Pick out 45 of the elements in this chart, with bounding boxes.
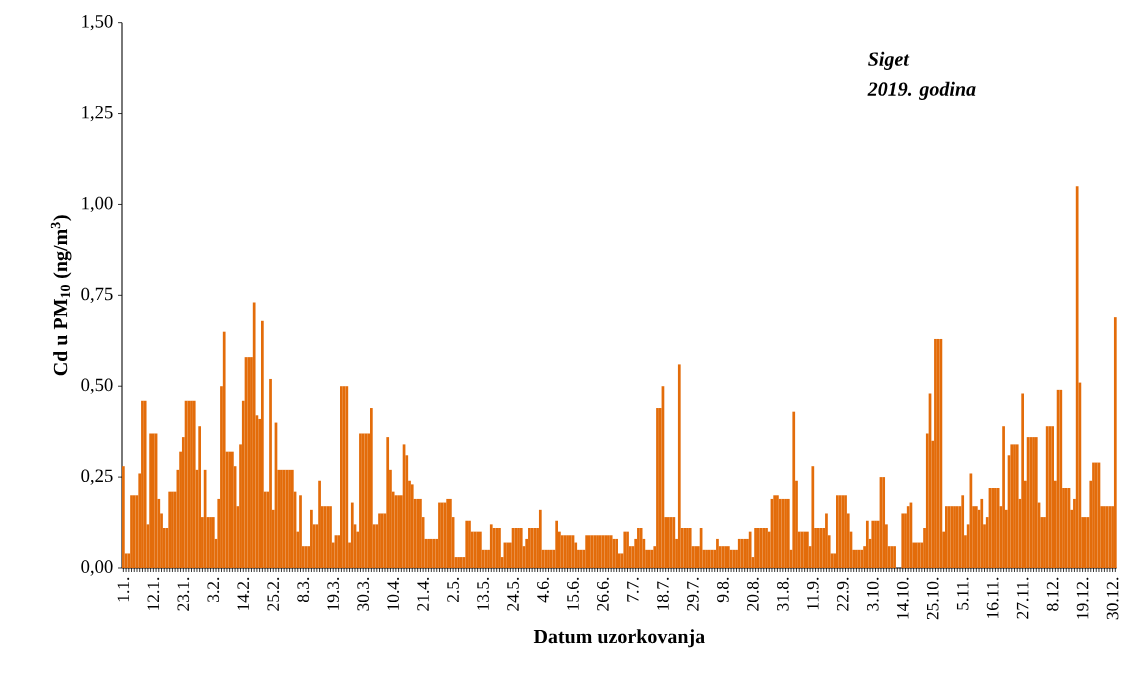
x-tick-label: 14.10. [896, 577, 909, 619]
x-tick-label: 3.10. [866, 577, 879, 611]
y-tick-label: 0,00 [81, 560, 113, 576]
x-axis-title: Datum uzorkovanja [533, 629, 705, 648]
x-tick-label: 1.1. [117, 577, 130, 602]
x-tick-label: 31.8. [776, 577, 789, 611]
x-tick-label: 11.9. [806, 577, 819, 610]
x-tick-label: 12.1. [147, 577, 160, 610]
x-tick-label: 3.2. [207, 577, 220, 602]
x-tick-label: 23.1. [177, 577, 190, 611]
x-tick-label: 19.12. [1076, 577, 1089, 619]
annotation: 2019. godina [867, 81, 976, 100]
y-tick-label: 0,50 [81, 378, 113, 394]
x-tick-label: 18.7. [657, 577, 669, 610]
x-tick-label: 26.6. [597, 577, 609, 611]
annotation: Siget [868, 51, 910, 70]
x-tick-label: 4.6. [537, 577, 549, 603]
y-tick-label: 1,00 [82, 196, 113, 213]
y-axis-title: Cd u PM$_{10}$ (ng/m$^{3}$) [50, 215, 72, 376]
y-tick-label: 1,50 [82, 15, 113, 31]
x-tick-label: 22.9. [836, 577, 849, 611]
x-tick-label: 25.2. [267, 577, 280, 611]
x-tick-label: 2.5. [447, 577, 459, 602]
x-tick-label: 10.4. [387, 577, 400, 610]
x-tick-label: 14.2. [237, 577, 250, 610]
x-tick-label: 24.5. [507, 577, 519, 611]
x-tick-label: 25.10. [926, 577, 939, 620]
y-tick-label: 0,25 [81, 469, 113, 485]
x-tick-label: 27.11. [1016, 577, 1029, 619]
y-tick-label: 0,75 [81, 287, 113, 303]
x-tick-label: 16.11. [986, 577, 999, 618]
x-tick-label: 8.12. [1046, 577, 1059, 611]
x-tick-label: 9.8. [717, 577, 729, 603]
x-tick-label: 7.7. [627, 577, 639, 602]
x-tick-label: 19.3. [327, 577, 340, 610]
x-tick-label: 30.3. [357, 577, 370, 611]
y-tick-label: 1,25 [82, 105, 113, 122]
x-tick-label: 15.6. [567, 577, 579, 610]
x-tick-label: 30.12. [1106, 577, 1119, 620]
x-tick-label: 29.7. [687, 577, 699, 611]
x-tick-label: 8.3. [297, 577, 310, 603]
x-tick-label: 21.4. [417, 577, 429, 611]
x-tick-label: 20.8. [746, 577, 759, 611]
x-tick-label: 5.11. [956, 577, 969, 610]
x-tick-label: 13.5. [477, 577, 489, 610]
